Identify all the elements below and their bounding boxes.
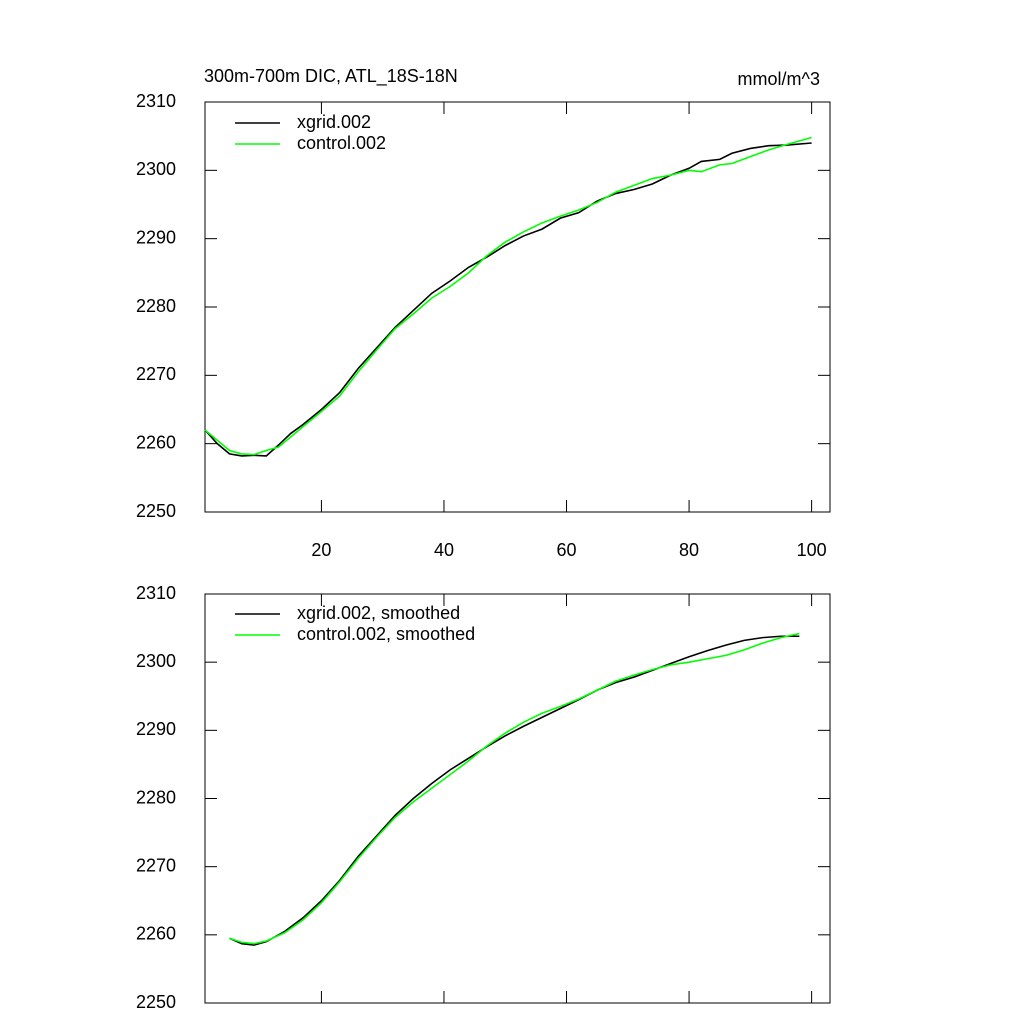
x-tick-label: 100 — [797, 540, 827, 560]
y-tick-label: 2260 — [136, 924, 176, 944]
y-tick-label: 2260 — [136, 432, 176, 452]
series-line — [229, 632, 800, 945]
x-tick-label: 60 — [557, 540, 577, 560]
y-tick-label: 2290 — [136, 719, 176, 739]
series-line — [204, 142, 812, 457]
x-tick-label: 20 — [311, 540, 331, 560]
y-tick-label: 2250 — [136, 992, 176, 1012]
plot-frame — [204, 101, 831, 513]
plot-frame — [204, 593, 831, 1004]
y-tick-label: 2270 — [136, 364, 176, 384]
y-tick-label: 2250 — [136, 501, 176, 521]
y-tick-label: 2280 — [136, 296, 176, 316]
y-tick-label: 2280 — [136, 787, 176, 807]
y-tick-label: 2310 — [136, 583, 176, 603]
legend-label: xgrid.002, smoothed — [297, 603, 460, 623]
y-tick-label: 2270 — [136, 855, 176, 875]
x-tick-label: 40 — [434, 540, 454, 560]
x-tick-label: 80 — [679, 540, 699, 560]
units-label: mmol/m^3 — [738, 69, 820, 89]
legend-label: control.002 — [297, 133, 386, 153]
y-tick-label: 2310 — [136, 91, 176, 111]
y-tick-label: 2300 — [136, 651, 176, 671]
chart-title: 300m-700m DIC, ATL_18S-18N — [204, 66, 458, 87]
legend-label: control.002, smoothed — [297, 624, 475, 644]
series-line — [229, 635, 800, 946]
legend-label: xgrid.002 — [297, 112, 371, 132]
y-tick-label: 2290 — [136, 227, 176, 247]
series-line — [204, 136, 812, 456]
y-tick-label: 2300 — [136, 159, 176, 179]
